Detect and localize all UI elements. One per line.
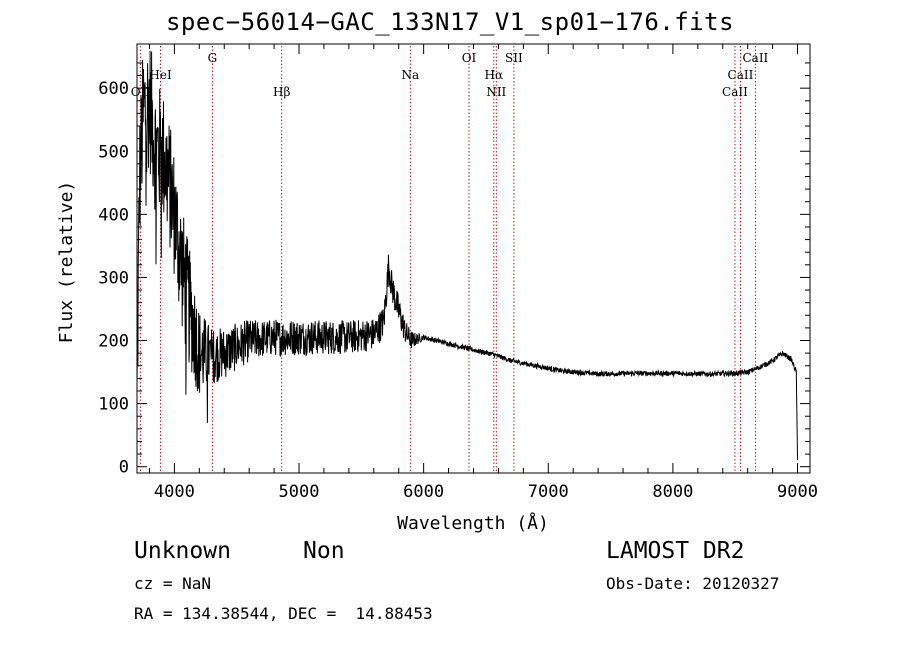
line-marker-label: CaII xyxy=(742,51,768,65)
axis-tick-labels: 4000 5000 6000 7000 8000 9000 0 100 200 300 400 500… xyxy=(98,79,818,502)
line-marker-label: NII xyxy=(486,85,506,99)
y-axis-label: Flux (relative) xyxy=(56,181,77,344)
x-tick-label: 5000 xyxy=(279,482,320,502)
x-axis-label: Wavelength (Å) xyxy=(397,512,549,534)
y-tick-label: 400 xyxy=(98,205,129,225)
chart-title: spec−56014−GAC_133N17_V1_sp01−176.fits xyxy=(165,8,735,36)
y-tick-label: 200 xyxy=(98,332,129,352)
emission-line-markers xyxy=(139,46,756,473)
survey-name: LAMOST DR2 xyxy=(606,538,745,564)
line-marker-label: SII xyxy=(505,51,523,65)
emission-line-labels: OII HeI G Hβ Na OI Hα NII SII CaII CaII CaII xyxy=(131,51,769,99)
x-tick-label: 4000 xyxy=(154,482,195,502)
x-tick-label: 7000 xyxy=(528,482,569,502)
line-marker-label: Na xyxy=(401,68,419,82)
line-marker-label: CaII xyxy=(728,68,754,82)
y-tick-label: 500 xyxy=(98,142,129,162)
x-tick-label: 9000 xyxy=(777,482,818,502)
line-marker-label: G xyxy=(208,51,218,65)
y-tick-label: 0 xyxy=(119,458,129,478)
y-tick-label: 300 xyxy=(98,268,129,288)
spectrum-line xyxy=(136,50,798,461)
line-marker-label: OI xyxy=(462,51,477,65)
spectrum-series xyxy=(136,50,798,461)
axis-ticks xyxy=(137,44,810,473)
y-tick-label: 100 xyxy=(98,395,129,415)
object-subclass: Non xyxy=(303,538,345,564)
observation-date: Obs-Date: 20120327 xyxy=(606,574,780,593)
line-marker-label: Hβ xyxy=(273,85,290,99)
x-tick-label: 8000 xyxy=(652,482,693,502)
y-tick-label: 600 xyxy=(98,79,129,99)
redshift-text: cz = NaN xyxy=(134,574,212,593)
line-marker-label: HeI xyxy=(149,68,172,82)
coordinates-text: RA = 134.38544, DEC = 14.88453 xyxy=(134,604,433,623)
line-marker-label: Hα xyxy=(485,68,504,82)
x-tick-label: 6000 xyxy=(403,482,444,502)
line-marker-label: OII xyxy=(131,85,151,99)
plot-frame xyxy=(136,43,811,474)
line-marker-label: CaII xyxy=(722,85,748,99)
object-class: Unknown xyxy=(134,538,231,564)
